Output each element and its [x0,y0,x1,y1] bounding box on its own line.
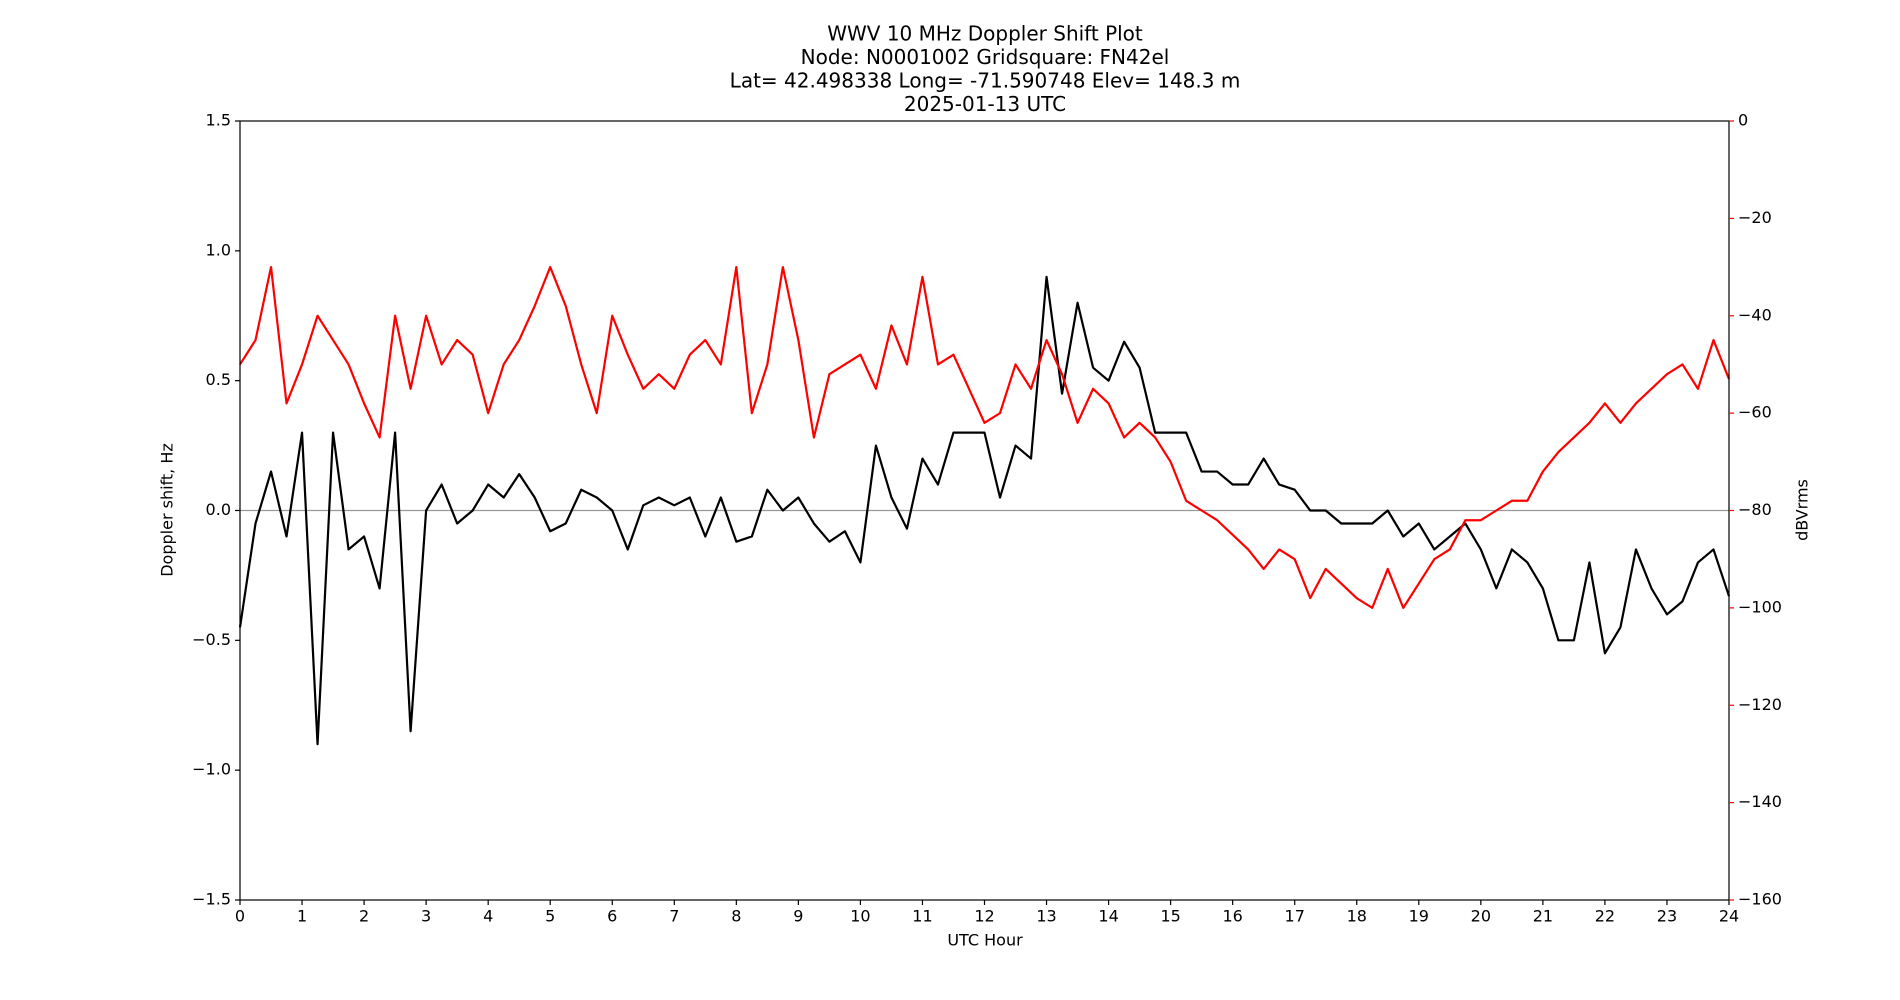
y-tick-label: −1.0 [192,760,231,779]
y2-tick-label: −80 [1738,500,1772,519]
y-tick-label: 1.5 [206,111,231,130]
chart-title: Lat= 42.498338 Long= -71.590748 Elev= 14… [730,69,1241,93]
y2-tick-label: −140 [1738,792,1782,811]
x-tick-label: 19 [1409,907,1429,926]
x-tick-label: 5 [545,907,555,926]
y-tick-label: 0.0 [206,500,231,519]
x-tick-label: 20 [1471,907,1491,926]
x-tick-label: 13 [1036,907,1056,926]
y2-tick-label: −100 [1738,597,1782,616]
y2-axis-label: dBVrms [1793,479,1812,541]
y2-tick-label: −20 [1738,208,1772,227]
x-tick-label: 9 [793,907,803,926]
x-tick-label: 17 [1285,907,1305,926]
y2-tick-label: −40 [1738,305,1772,324]
y2-tick-label: −60 [1738,403,1772,422]
x-tick-label: 22 [1595,907,1615,926]
x-tick-label: 21 [1533,907,1553,926]
chart-title: WWV 10 MHz Doppler Shift Plot [827,22,1143,46]
x-tick-label: 24 [1719,907,1739,926]
x-tick-label: 1 [297,907,307,926]
x-tick-label: 3 [421,907,431,926]
y2-tick-label: 0 [1738,111,1748,130]
x-tick-label: 0 [235,907,245,926]
y2-tick-label: −120 [1738,695,1782,714]
y-tick-label: 0.5 [206,370,231,389]
x-tick-label: 2 [359,907,369,926]
x-tick-label: 8 [731,907,741,926]
data-line [238,275,1731,746]
x-tick-label: 16 [1222,907,1242,926]
x-tick-label: 23 [1657,907,1677,926]
y2-tick-label: −160 [1738,890,1782,909]
x-tick-label: 14 [1098,907,1118,926]
chart-title: Node: N0001002 Gridsquare: FN42el [801,45,1170,69]
x-tick-label: 12 [974,907,994,926]
y-axis-label: Doppler shift, Hz [158,443,177,577]
x-tick-label: 6 [607,907,617,926]
y-tick-label: 1.0 [206,240,231,259]
chart-title: 2025-01-13 UTC [904,92,1066,116]
y-tick-label: −1.5 [192,890,231,909]
data-line [239,265,1731,609]
y-tick-label: −0.5 [192,630,231,649]
x-tick-label: 18 [1347,907,1367,926]
x-tick-label: 15 [1160,907,1180,926]
x-axis-label: UTC Hour [947,931,1023,950]
x-tick-label: 11 [912,907,932,926]
x-tick-label: 10 [850,907,870,926]
x-tick-label: 7 [669,907,679,926]
x-tick-label: 4 [483,907,493,926]
